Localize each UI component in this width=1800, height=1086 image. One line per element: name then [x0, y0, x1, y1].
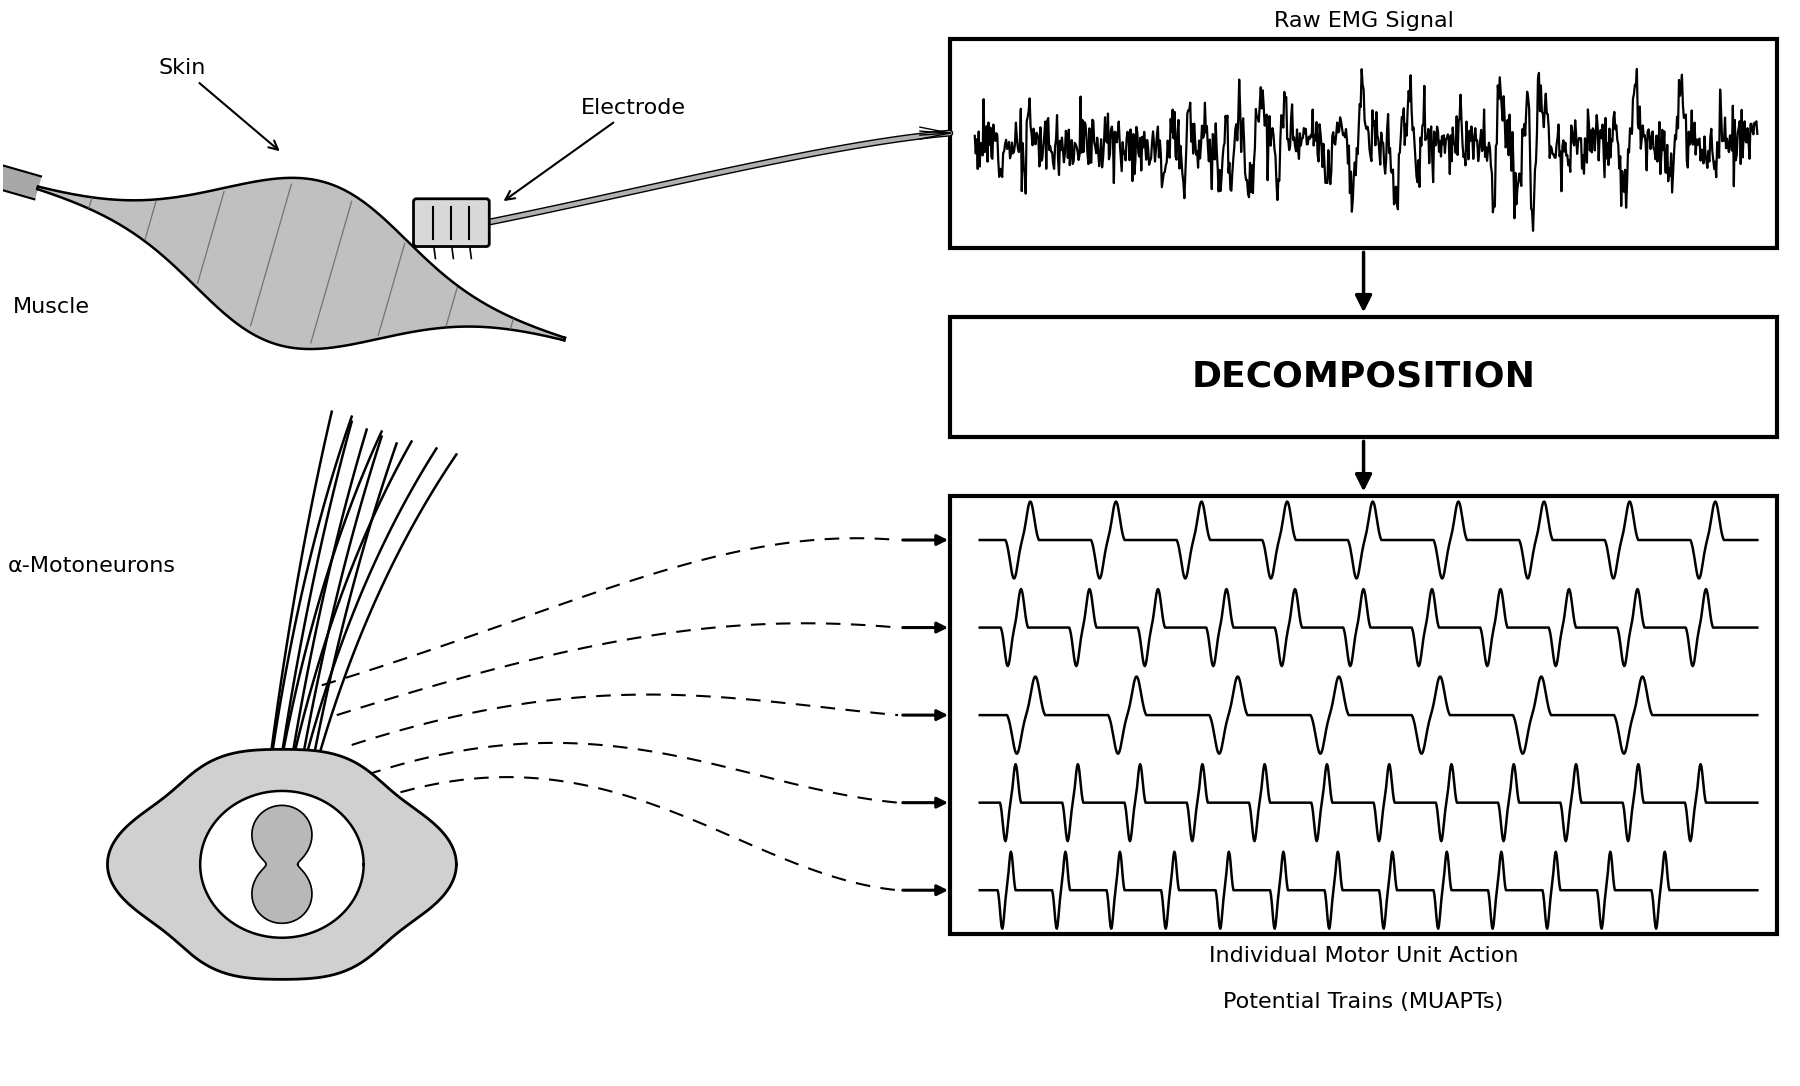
Text: Skin: Skin — [158, 59, 277, 150]
Text: Raw EMG Signal: Raw EMG Signal — [1274, 11, 1454, 30]
Text: DECOMPOSITION: DECOMPOSITION — [1192, 359, 1535, 394]
Polygon shape — [0, 157, 41, 200]
Polygon shape — [38, 178, 565, 349]
Bar — [950, 39, 1777, 248]
Text: Potential Trains (MUAPTs): Potential Trains (MUAPTs) — [1224, 992, 1503, 1012]
Text: Muscle: Muscle — [13, 298, 90, 317]
FancyBboxPatch shape — [414, 199, 490, 247]
Text: Electrode: Electrode — [506, 98, 686, 200]
Bar — [950, 317, 1777, 437]
Text: α-Motoneurons: α-Motoneurons — [7, 556, 176, 576]
Polygon shape — [108, 749, 457, 980]
Text: Individual Motor Unit Action: Individual Motor Unit Action — [1210, 946, 1519, 965]
Polygon shape — [252, 806, 311, 923]
Bar — [950, 496, 1777, 934]
Polygon shape — [200, 791, 364, 938]
